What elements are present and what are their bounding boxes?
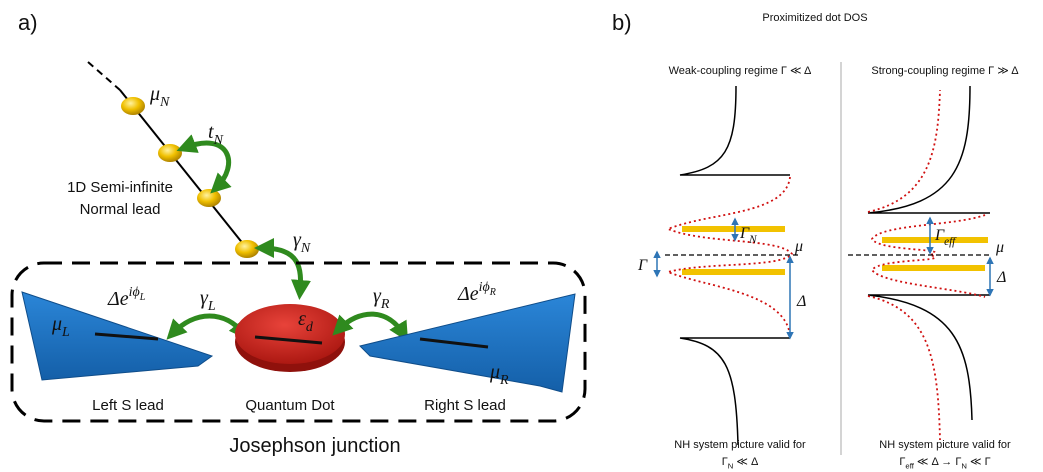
component-label: Right S lead xyxy=(424,397,506,414)
label-part: R xyxy=(489,287,496,298)
chemical-potential: μN xyxy=(149,83,170,110)
validity-note: NH system picture valid for xyxy=(879,439,1011,451)
broadened-dos xyxy=(872,215,985,297)
right-superconductor xyxy=(360,294,575,392)
lead-site xyxy=(197,189,221,207)
broadened-dos xyxy=(868,296,940,440)
panel-label: b) xyxy=(612,10,632,35)
hopping-arrow xyxy=(184,143,229,188)
component-label: Quantum Dot xyxy=(245,397,335,414)
label-part: Δe xyxy=(457,283,479,305)
quantum-dot xyxy=(235,304,345,364)
broadened-dos xyxy=(668,177,792,336)
effective-width: Γeff xyxy=(934,227,957,248)
panel-label: a) xyxy=(18,10,38,35)
lead-site xyxy=(158,144,182,162)
junction-label: Josephson junction xyxy=(229,435,400,457)
regime-heading: Weak-coupling regime Γ ≪ Δ xyxy=(669,65,812,77)
lead-continuation xyxy=(88,62,120,90)
label-part: N xyxy=(159,95,170,110)
label-part: μ xyxy=(51,313,62,335)
lead-description: 1D Semi-infinite xyxy=(67,179,173,196)
chemical-potential: μ xyxy=(794,238,803,255)
component-label: Left S lead xyxy=(92,397,164,414)
label-part: iϕ xyxy=(479,280,490,295)
coupling-arrow xyxy=(172,316,244,334)
dos-curve xyxy=(868,295,990,420)
label-part: ≪ Δ xyxy=(733,456,759,468)
label-part: N xyxy=(300,241,311,256)
label-part: d xyxy=(306,320,314,335)
coupling-arrow xyxy=(262,248,301,292)
label-part: μ xyxy=(489,361,500,383)
lead-site xyxy=(235,240,259,258)
label-part: ε xyxy=(298,308,306,330)
regime-heading: Strong-coupling regime Γ ≫ Δ xyxy=(871,65,1019,77)
broadened-dos xyxy=(868,90,940,212)
figure: a) μN tN 1D Semi-infinite Normal lead γN… xyxy=(0,0,1043,472)
label-part: eff xyxy=(944,236,957,248)
label-part: μ xyxy=(149,83,160,105)
label-part: L xyxy=(207,299,216,314)
pairing-phase: ΔeiϕL xyxy=(107,285,146,310)
label-part: ≪ Γ xyxy=(967,456,991,468)
dos-curve xyxy=(680,338,790,445)
dos-curve xyxy=(680,86,790,175)
validity-condition: ΓN ≪ Δ xyxy=(722,456,759,470)
coupling-width: Γ xyxy=(637,257,648,274)
dos-curve xyxy=(868,86,990,213)
label-part: L xyxy=(139,292,146,303)
validity-condition: Γeff ≪ Δ → ΓN ≪ Γ xyxy=(899,456,990,470)
label-part: R xyxy=(499,373,509,388)
coupling-label: γR xyxy=(373,285,390,312)
pairing-phase: ΔeiϕR xyxy=(457,280,496,305)
chemical-potential: μ xyxy=(995,239,1004,256)
coupling-label: γL xyxy=(200,287,216,314)
gap-label: Δ xyxy=(796,293,806,310)
label-part: iϕ xyxy=(129,285,140,300)
label-part: R xyxy=(380,297,390,312)
validity-note: NH system picture valid for xyxy=(674,439,806,451)
label-part: ≪ Δ → Γ xyxy=(914,456,962,468)
label-part: N xyxy=(213,133,224,148)
lead-site xyxy=(121,97,145,115)
lead-description: Normal lead xyxy=(80,201,161,218)
label-part: Δe xyxy=(107,288,129,310)
label-part: L xyxy=(61,325,70,340)
panel-title: Proximitized dot DOS xyxy=(762,12,867,24)
gap-label: Δ xyxy=(996,269,1006,286)
coupling-arrow xyxy=(338,314,404,335)
label-part: N xyxy=(748,234,757,246)
coupling-label: γN xyxy=(293,229,311,256)
